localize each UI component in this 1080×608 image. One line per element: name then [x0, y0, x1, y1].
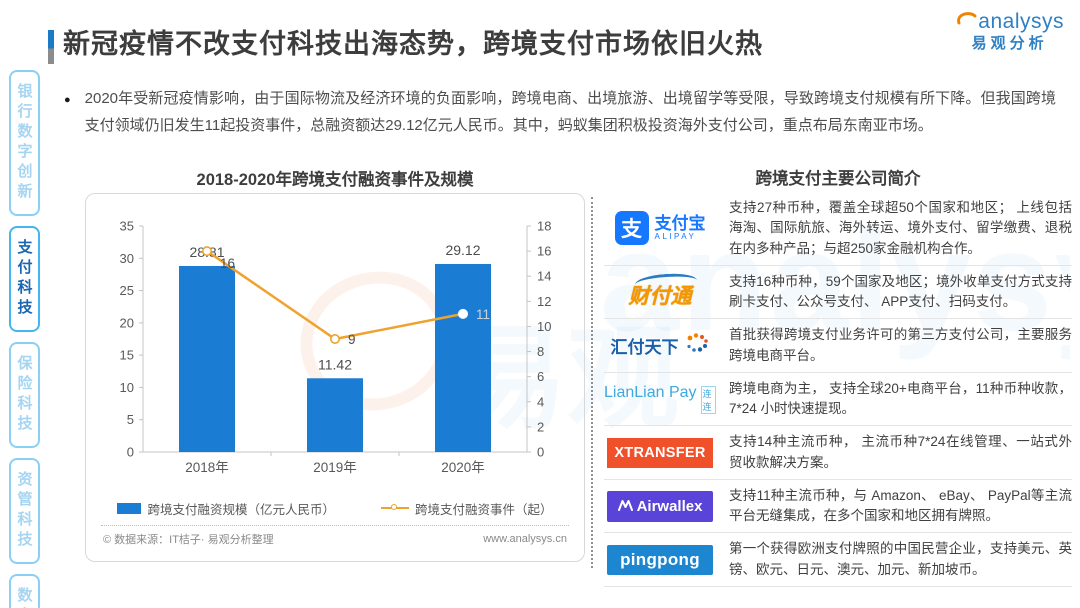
legend-line-label: 跨境支付融资事件（起）	[415, 502, 553, 517]
svg-text:14: 14	[537, 269, 551, 284]
svg-text:0: 0	[537, 445, 544, 460]
companies-panel: 跨境支付主要公司简介 支 支付宝 ALIPAY 支持27种币种，覆盖全球超50个…	[604, 165, 1072, 587]
brand-name-cn: 易观分析	[971, 35, 1048, 53]
svg-text:6: 6	[537, 369, 544, 384]
chart-svg: 0 5 10 15 20 25 30 35 0 2 4 6 8 10 12 14 16 18 2018年 2019年 2…	[120, 219, 552, 476]
airwallex-logo: Airwallex	[604, 490, 716, 522]
vertical-separator	[591, 197, 593, 568]
company-desc-tenpay: 支持16种币种，59个国家及地区；境外收单支付方式支持刷卡支付、公众号支付、 A…	[729, 273, 1072, 309]
svg-text:9: 9	[348, 332, 356, 347]
lianlian-logo: LianLian Pay 连连	[604, 384, 716, 414]
svg-text:2: 2	[537, 419, 544, 434]
company-desc-lianlian: 跨境电商为主， 支持全球20+电商平台，11种币种收款，7*24 小时快速提现。	[729, 380, 1072, 416]
svg-text:2018年: 2018年	[185, 460, 229, 475]
line-swatch-icon	[381, 504, 409, 510]
company-row-airwallex: Airwallex 支持11种主流币种，与 Amazon、 eBay、 PayP…	[604, 480, 1072, 534]
company-desc-huifu: 首批获得跨境支付业务许可的第三方支付公司，主要服务跨境电商平台。	[729, 327, 1072, 363]
alipay-icon: 支	[614, 211, 649, 246]
brand-logo: analysys 易观分析	[955, 10, 1064, 52]
svg-text:0: 0	[127, 445, 134, 460]
airwallex-mark-icon	[617, 498, 633, 515]
svg-text:8: 8	[537, 344, 544, 359]
sidebar-item-insurance-tech[interactable]: 保险科技	[8, 342, 40, 448]
svg-text:11: 11	[476, 307, 490, 322]
title-accent-bar	[48, 30, 54, 64]
svg-text:11.42: 11.42	[318, 356, 352, 372]
companies-panel-title: 跨境支付主要公司简介	[755, 170, 921, 188]
summary-text: 2020年受新冠疫情影响，由于国际物流及经济环境的负面影响，跨境电商、出境旅游、…	[84, 90, 1056, 134]
company-row-pingpong: pingpong 第一个获得欧洲支付牌照的中国民营企业，支持美元、英镑、欧元、日…	[604, 533, 1072, 587]
chart-divider	[101, 525, 569, 526]
company-desc-pingpong: 第一个获得欧洲支付牌照的中国民营企业，支持美元、英镑、欧元、日元、澳元、加元、新…	[729, 541, 1072, 577]
company-row-tenpay: 财付通 支持16种币种，59个国家及地区；境外收单支付方式支持刷卡支付、公众号支…	[604, 266, 1072, 320]
brand-name-en: analysys	[978, 10, 1064, 33]
company-row-huifu: 汇付天下 首批获得跨境支付业务许可的第三方支付公司，主要服务跨境电商平台。	[604, 319, 1072, 373]
company-row-alipay: 支 支付宝 ALIPAY 支持27种币种，覆盖全球超50个国家和地区； 上线包括…	[604, 192, 1072, 266]
data-source-text: © 数据来源：IT桔子· 易观分析整理	[103, 534, 274, 546]
huifu-dots-icon	[684, 332, 710, 359]
huifu-logo: 汇付天下	[604, 332, 716, 359]
chart-title: 2018-2020年跨境支付融资事件及规模	[196, 171, 474, 189]
sidebar: 银行数字创新 支付科技 保险科技 资管科技 数字普惠	[6, 70, 42, 608]
svg-text:2020年: 2020年	[441, 460, 485, 475]
page-title: 新冠疫情不改支付科技出海态势，跨境支付市场依旧火热	[63, 29, 763, 59]
svg-text:29.12: 29.12	[445, 242, 480, 258]
svg-text:30: 30	[120, 251, 134, 266]
legend-item-bar: 跨境支付融资规模（亿元人民币）	[117, 499, 335, 518]
svg-text:16: 16	[537, 244, 551, 259]
summary-bullet: ● 2020年受新冠疫情影响，由于国际物流及经济环境的负面影响，跨境电商、出境旅…	[64, 86, 1056, 139]
brand-swirl-icon	[955, 10, 977, 33]
bar-swatch-icon	[117, 502, 142, 514]
legend-item-line: 跨境支付融资事件（起）	[381, 499, 553, 518]
xtransfer-logo: XTRANSFER	[604, 437, 716, 468]
company-row-xtransfer: XTRANSFER 支持14种主流币种， 主流币种7*24在线管理、一站式外贸收…	[604, 426, 1072, 480]
company-desc-xtransfer: 支持14种主流币种， 主流币种7*24在线管理、一站式外贸收款解决方案。	[729, 434, 1072, 470]
pingpong-logo: pingpong	[604, 544, 716, 575]
company-row-lianlian: LianLian Pay 连连 跨境电商为主， 支持全球20+电商平台，11种币…	[604, 373, 1072, 427]
svg-text:25: 25	[120, 283, 134, 298]
chart-legend: 跨境支付融资规模（亿元人民币） 跨境支付融资事件（起）	[91, 496, 579, 520]
tenpay-logo: 财付通	[604, 274, 716, 310]
legend-bar-label: 跨境支付融资规模（亿元人民币）	[147, 502, 335, 517]
svg-text:5: 5	[127, 412, 134, 427]
analysys-url-link[interactable]: www.analysys.cn	[483, 533, 567, 545]
sidebar-item-asset-tech[interactable]: 资管科技	[8, 458, 40, 564]
svg-text:4: 4	[537, 394, 544, 409]
svg-text:35: 35	[120, 219, 134, 234]
sidebar-item-payment-tech[interactable]: 支付科技	[8, 226, 40, 332]
svg-text:10: 10	[120, 380, 134, 395]
alipay-logo: 支 支付宝 ALIPAY	[604, 211, 716, 246]
sidebar-item-digital-inclusion[interactable]: 数字普惠	[8, 574, 40, 608]
chart-source-row: © 数据来源：IT桔子· 易观分析整理 www.analysys.cn	[91, 526, 579, 554]
sidebar-item-bank-digital[interactable]: 银行数字创新	[8, 70, 40, 216]
svg-text:12: 12	[537, 294, 551, 309]
svg-text:16: 16	[220, 256, 235, 271]
chart-card: 0 5 10 15 20 25 30 35 0 2 4 6 8 10 12 14 16 18 2018年 2019年 2…	[85, 193, 585, 562]
svg-text:2019年: 2019年	[313, 460, 357, 475]
svg-text:10: 10	[537, 319, 551, 334]
company-desc-alipay: 支持27种币种，覆盖全球超50个国家和地区； 上线包括海淘、国际航旅、海外转运、…	[729, 200, 1072, 256]
bullet-marker: ●	[64, 94, 71, 106]
svg-text:15: 15	[120, 348, 134, 363]
svg-text:20: 20	[120, 315, 134, 330]
company-desc-airwallex: 支持11种主流币种，与 Amazon、 eBay、 PayPal等主流平台无缝集…	[729, 487, 1072, 523]
svg-text:18: 18	[537, 219, 551, 234]
